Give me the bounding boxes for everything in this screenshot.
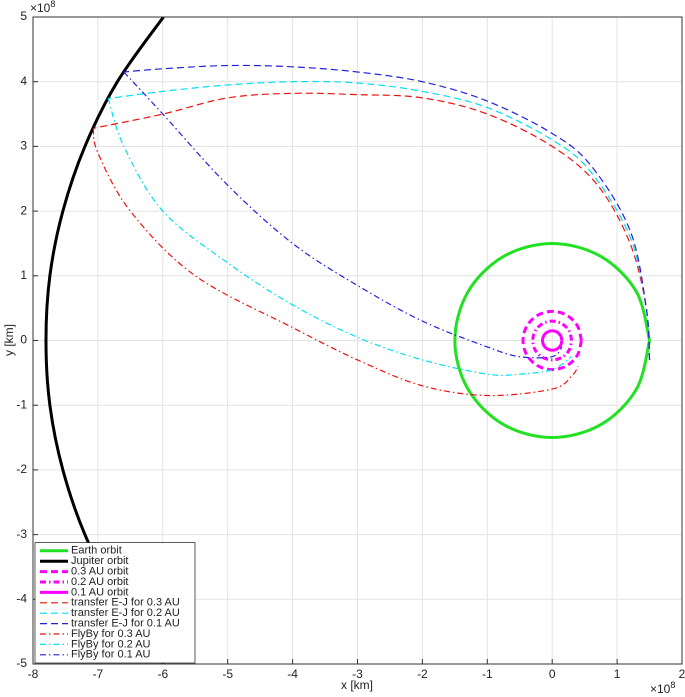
x-scale-label: ×108 xyxy=(650,680,675,696)
orbit-line xyxy=(107,98,573,376)
scale-exponent: 8 xyxy=(50,0,55,9)
scale-base: ×10 xyxy=(650,682,671,696)
scale-base: ×10 xyxy=(30,1,51,15)
legend-label: 0.2 AU orbit xyxy=(71,576,128,588)
legend-label: 0.3 AU orbit xyxy=(71,566,128,578)
legend-label: transfer E-J for 0.2 AU xyxy=(71,607,180,619)
y-tick-label: -1 xyxy=(16,397,27,411)
legend-label: transfer E-J for 0.3 AU xyxy=(71,597,180,609)
scale-exponent: 8 xyxy=(670,680,675,690)
legend-label: 0.1 AU orbit xyxy=(71,586,128,598)
y-tick-label: -3 xyxy=(16,527,27,541)
orbit-line xyxy=(123,71,563,359)
y-tick-label: -5 xyxy=(16,656,27,670)
y-scale-label: ×108 xyxy=(30,0,55,15)
orbit-line xyxy=(453,241,652,440)
y-tick-label: 3 xyxy=(20,139,27,153)
y-tick-label: 0 xyxy=(20,333,27,347)
y-tick-label: 5 xyxy=(20,9,27,23)
legend-label: Earth orbit xyxy=(71,545,122,557)
x-tick-label: -5 xyxy=(222,667,233,681)
x-tick-label: -8 xyxy=(28,667,39,681)
legend-label: Jupiter orbit xyxy=(71,555,128,567)
y-axis-label: y [km] xyxy=(2,324,16,356)
x-tick-label: -4 xyxy=(287,667,298,681)
ticks: -8 -7 -6 -5 -4 -3 -2 -1 0 1 2 -5 -4 -3 -2 -1 0 1 2 3 4 5 xyxy=(16,9,685,681)
orbit-line xyxy=(92,128,579,397)
x-tick-label: -3 xyxy=(352,667,363,681)
y-tick-label: 1 xyxy=(20,268,27,282)
legend-label: FlyBy for 0.1 AU xyxy=(71,649,151,661)
orbit-line xyxy=(521,309,583,372)
y-tick-label: 4 xyxy=(20,74,27,88)
legend-label: transfer E-J for 0.1 AU xyxy=(71,618,180,630)
orbit-line xyxy=(108,80,651,360)
x-tick-label: -6 xyxy=(157,667,168,681)
orbit-line xyxy=(93,92,651,360)
x-tick-label: -2 xyxy=(417,667,428,681)
x-tick-label: 1 xyxy=(614,667,621,681)
x-tick-label: -1 xyxy=(482,667,493,681)
x-axis-label: x [km] xyxy=(341,678,373,692)
y-tick-label: -2 xyxy=(16,462,27,476)
y-tick-label: -4 xyxy=(16,591,27,605)
x-tick-label: 0 xyxy=(549,667,556,681)
orbit-line xyxy=(540,329,564,352)
legend-label: FlyBy for 0.2 AU xyxy=(71,638,151,650)
y-tick-label: 2 xyxy=(20,203,27,217)
x-tick-label: 2 xyxy=(679,667,685,681)
orbit-line xyxy=(123,64,651,360)
x-tick-label: -7 xyxy=(93,667,104,681)
legend-label: FlyBy for 0.3 AU xyxy=(71,628,151,640)
